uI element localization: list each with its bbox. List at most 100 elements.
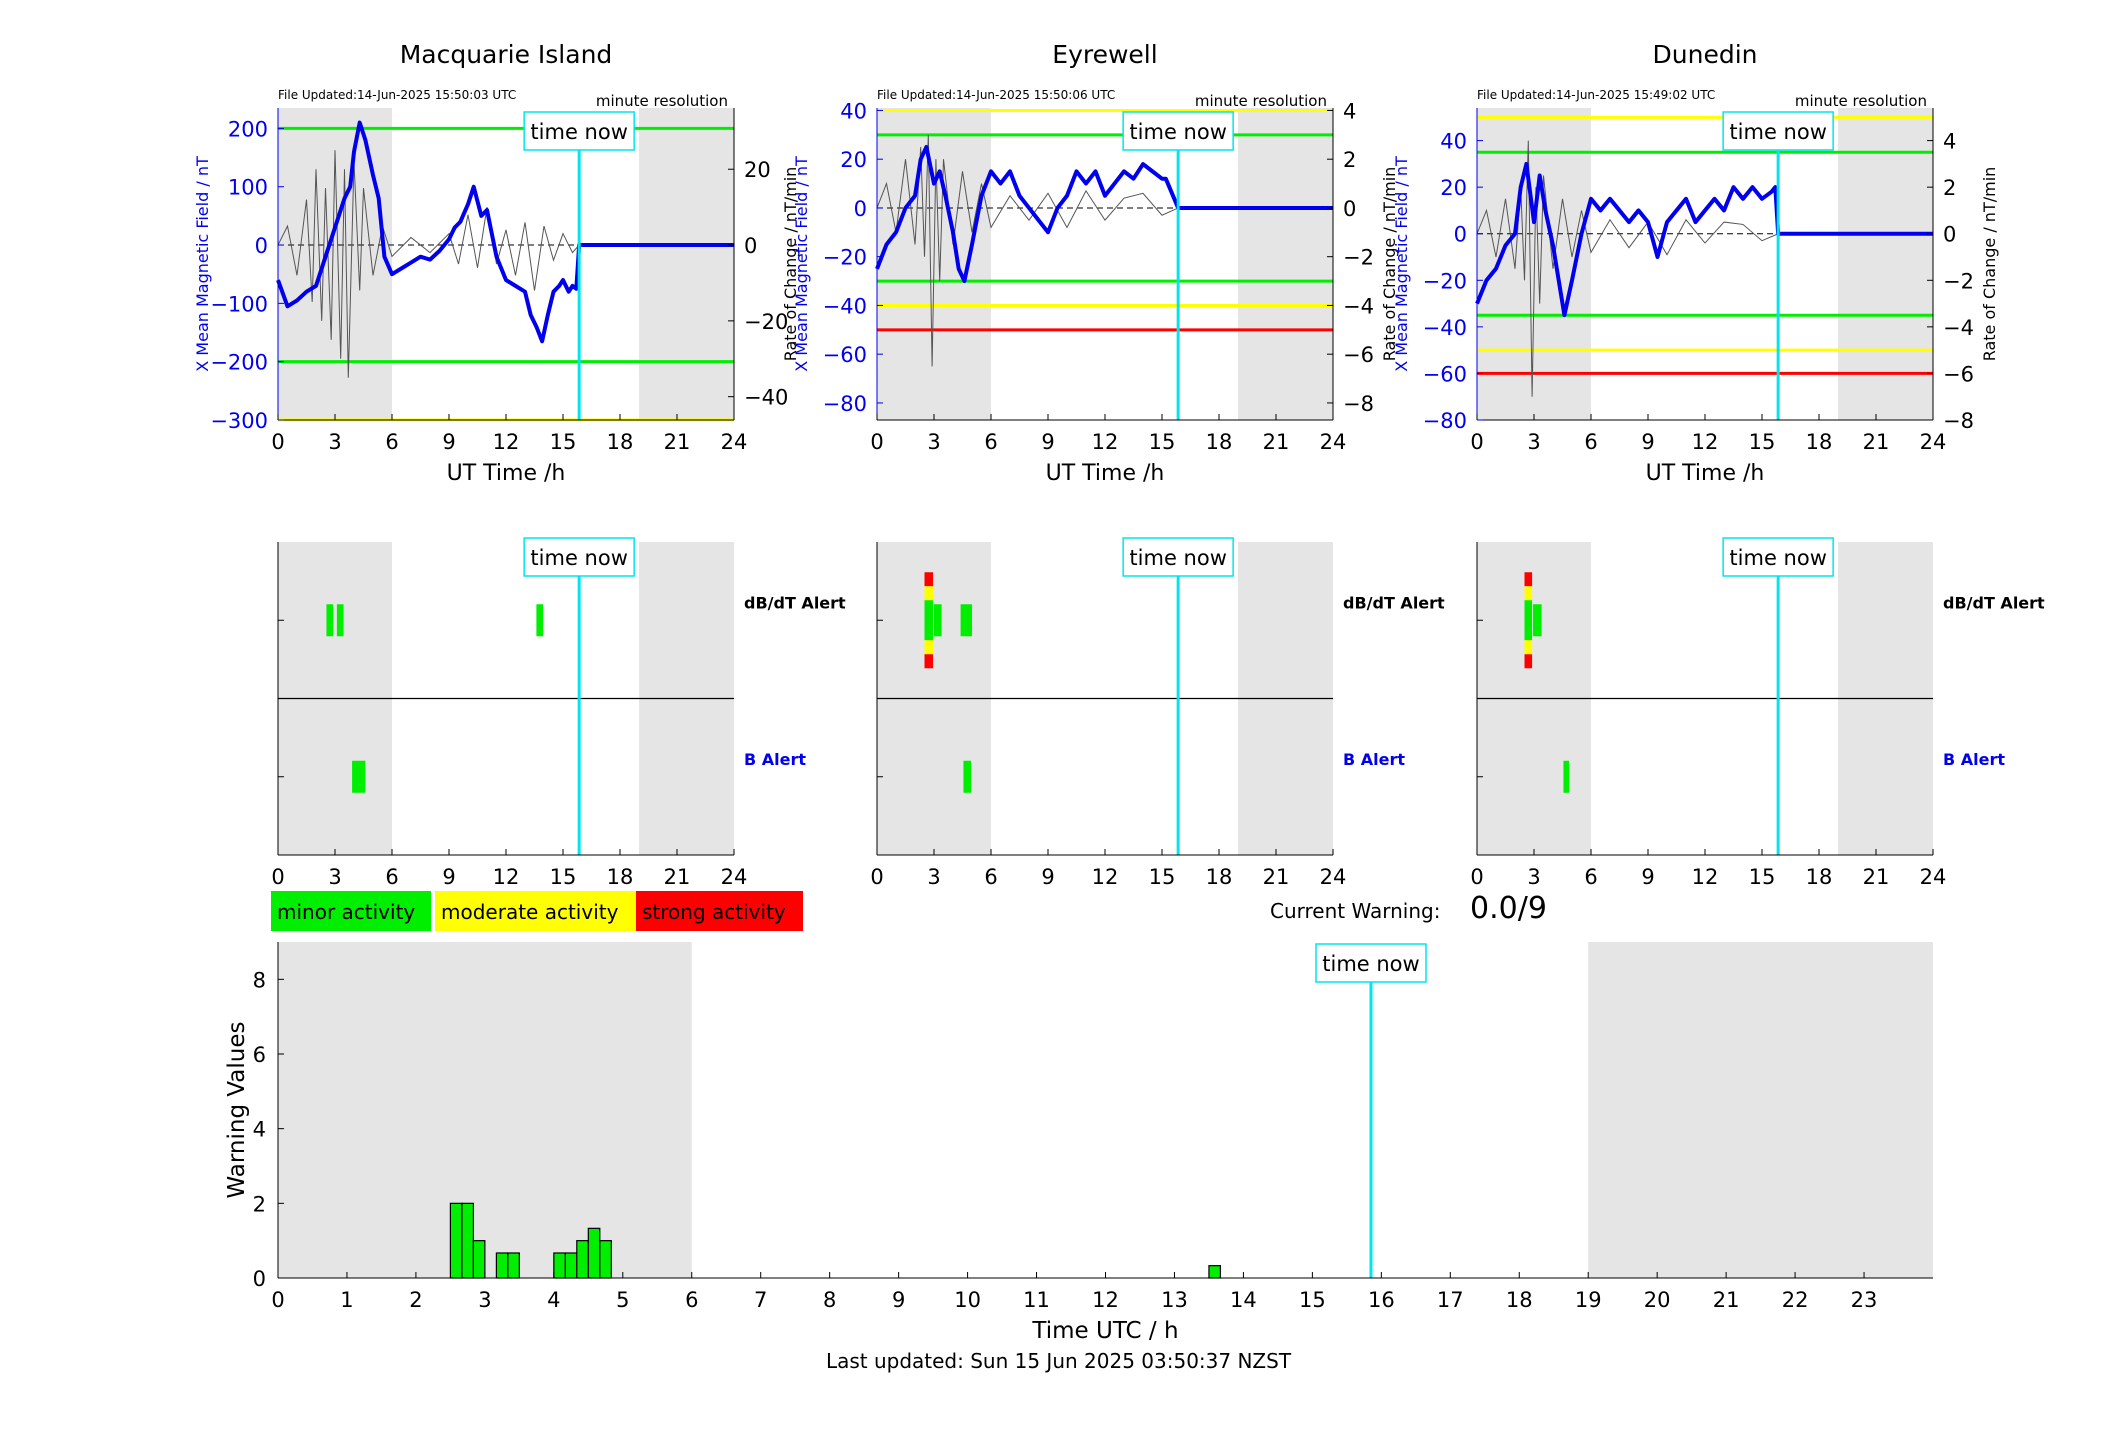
- rate-of-change-line: [1476, 140, 1933, 397]
- x-tick-label: 24: [721, 865, 748, 889]
- alert-bar-minor: [960, 604, 972, 637]
- y-right-tick-label: 4: [1343, 99, 1356, 123]
- y-right-tick-label: 0: [1343, 197, 1356, 221]
- station-title: Eyrewell: [1052, 40, 1157, 69]
- b-alert-label: B Alert: [1943, 750, 2005, 769]
- y-left-tick-label: 20: [840, 148, 867, 172]
- time-now-label: time now: [1129, 546, 1226, 570]
- x-tick-label: 15: [550, 430, 577, 454]
- warning-bar: [507, 1252, 520, 1279]
- current-warning-value: 0.0/9: [1470, 891, 1547, 926]
- y-right-tick-label: −20: [744, 310, 788, 334]
- x-tick-label: 9: [442, 865, 455, 889]
- x-tick-label: 3: [478, 1288, 491, 1312]
- y-left-tick-label: 0: [1454, 223, 1467, 247]
- x-tick-label: 21: [1263, 430, 1290, 454]
- x-tick-label: 24: [1320, 865, 1347, 889]
- x-tick-label: 14: [1230, 1288, 1257, 1312]
- x-tick-label: 20: [1644, 1288, 1671, 1312]
- x-tick-label: 23: [1851, 1288, 1878, 1312]
- dbdt-alert-label: dB/dT Alert: [1943, 593, 2045, 612]
- y-right-tick-label: −6: [1343, 343, 1374, 367]
- y-left-tick-label: 20: [1440, 176, 1467, 200]
- x-tick-label: 6: [1584, 430, 1597, 454]
- x-tick-label: 24: [1920, 865, 1947, 889]
- last-updated: Last updated: Sun 15 Jun 2025 03:50:37 N…: [825, 1349, 1292, 1373]
- y-right-tick-label: −4: [1343, 294, 1374, 318]
- x-tick-label: 21: [1713, 1288, 1740, 1312]
- y-right-tick-label: −2: [1943, 269, 1974, 293]
- dbdt-alert-label: dB/dT Alert: [744, 593, 846, 612]
- x-tick-label: 0: [271, 865, 284, 889]
- x-tick-label: 0: [1470, 865, 1483, 889]
- y-left-tick-label: 40: [1440, 130, 1467, 154]
- y-left-tick-label: 100: [228, 176, 268, 200]
- y-right-tick-label: 2: [1343, 148, 1356, 172]
- x-tick-label: 18: [1206, 865, 1233, 889]
- y-left-tick-label: −80: [1423, 409, 1467, 433]
- x-tick-label: 3: [1527, 430, 1540, 454]
- alert-bar-minor: [1533, 604, 1542, 637]
- legend-label: moderate activity: [441, 900, 619, 924]
- x-tick-label: 9: [1041, 865, 1054, 889]
- x-tick-label: 21: [664, 865, 691, 889]
- alert-bar-moderate: [1524, 640, 1533, 655]
- rate-of-change-line: [876, 134, 1333, 367]
- x-tick-label: 12: [1092, 430, 1119, 454]
- x-tick-label: 0: [271, 430, 284, 454]
- y-tick-label: 2: [253, 1192, 266, 1216]
- y-left-tick-label: 0: [255, 234, 268, 258]
- alert-bar-moderate: [1524, 586, 1533, 601]
- x-tick-label: 1: [340, 1288, 353, 1312]
- y-tick-label: 0: [253, 1267, 266, 1291]
- y-right-tick-label: −6: [1943, 362, 1974, 386]
- y-left-tick-label: −20: [823, 246, 867, 270]
- x-tick-label: 15: [1149, 430, 1176, 454]
- x-tick-label: 4: [547, 1288, 560, 1312]
- x-mean-field-line: [875, 145, 1333, 284]
- x-tick-label: 18: [1206, 430, 1233, 454]
- x-tick-label: 9: [1641, 865, 1654, 889]
- x-tick-label: 3: [328, 430, 341, 454]
- station-title: Dunedin: [1653, 40, 1758, 69]
- warning-bar: [495, 1252, 509, 1279]
- y-tick-label: 4: [253, 1118, 266, 1142]
- warning-bar: [472, 1240, 486, 1279]
- legend-swatch: [636, 891, 803, 931]
- x-tick-label: 3: [927, 865, 940, 889]
- x-axis-label: UT Time /h: [447, 461, 566, 486]
- y-left-tick-label: −80: [823, 392, 867, 416]
- y-left-tick-label: −100: [210, 292, 268, 316]
- x-tick-label: 13: [1161, 1288, 1188, 1312]
- x-tick-label: 9: [442, 430, 455, 454]
- alert-bar-minor: [352, 760, 366, 793]
- x-tick-label: 6: [685, 1288, 698, 1312]
- y-axis-label: Warning Values: [224, 1021, 250, 1198]
- y-right-tick-label: 0: [1943, 223, 1956, 247]
- x-tick-label: 9: [892, 1288, 905, 1312]
- y-left-axis-label: X Mean Magnetic Field / nT: [792, 156, 811, 372]
- y-right-axis-label: Rate of Change / nT/min: [781, 167, 800, 362]
- y-left-tick-label: −60: [823, 343, 867, 367]
- legend-swatch: [435, 891, 636, 931]
- b-alert-label: B Alert: [1343, 750, 1405, 769]
- alert-bar-minor: [924, 600, 934, 641]
- time-now-box: [523, 111, 635, 151]
- x-tick-label: 3: [328, 865, 341, 889]
- alert-bar-moderate: [924, 586, 934, 601]
- x-tick-label: 0: [870, 430, 883, 454]
- y-left-tick-label: −300: [210, 409, 268, 433]
- y-right-tick-label: −2: [1343, 246, 1374, 270]
- night-shade: [639, 108, 734, 420]
- x-axis-label: UT Time /h: [1046, 461, 1165, 486]
- y-right-tick-label: 4: [1943, 130, 1956, 154]
- file-updated: File Updated:14-Jun-2025 15:50:03 UTC: [278, 88, 516, 102]
- x-tick-label: 12: [1092, 1288, 1119, 1312]
- x-tick-label: 5: [616, 1288, 629, 1312]
- x-tick-label: 6: [984, 865, 997, 889]
- x-tick-label: 2: [409, 1288, 422, 1312]
- x-tick-label: 12: [493, 430, 520, 454]
- y-right-axis-label: Rate of Change / nT/min: [1380, 167, 1399, 362]
- y-left-axis-label: X Mean Magnetic Field / nT: [1392, 156, 1411, 372]
- y-right-tick-label: −4: [1943, 316, 1974, 340]
